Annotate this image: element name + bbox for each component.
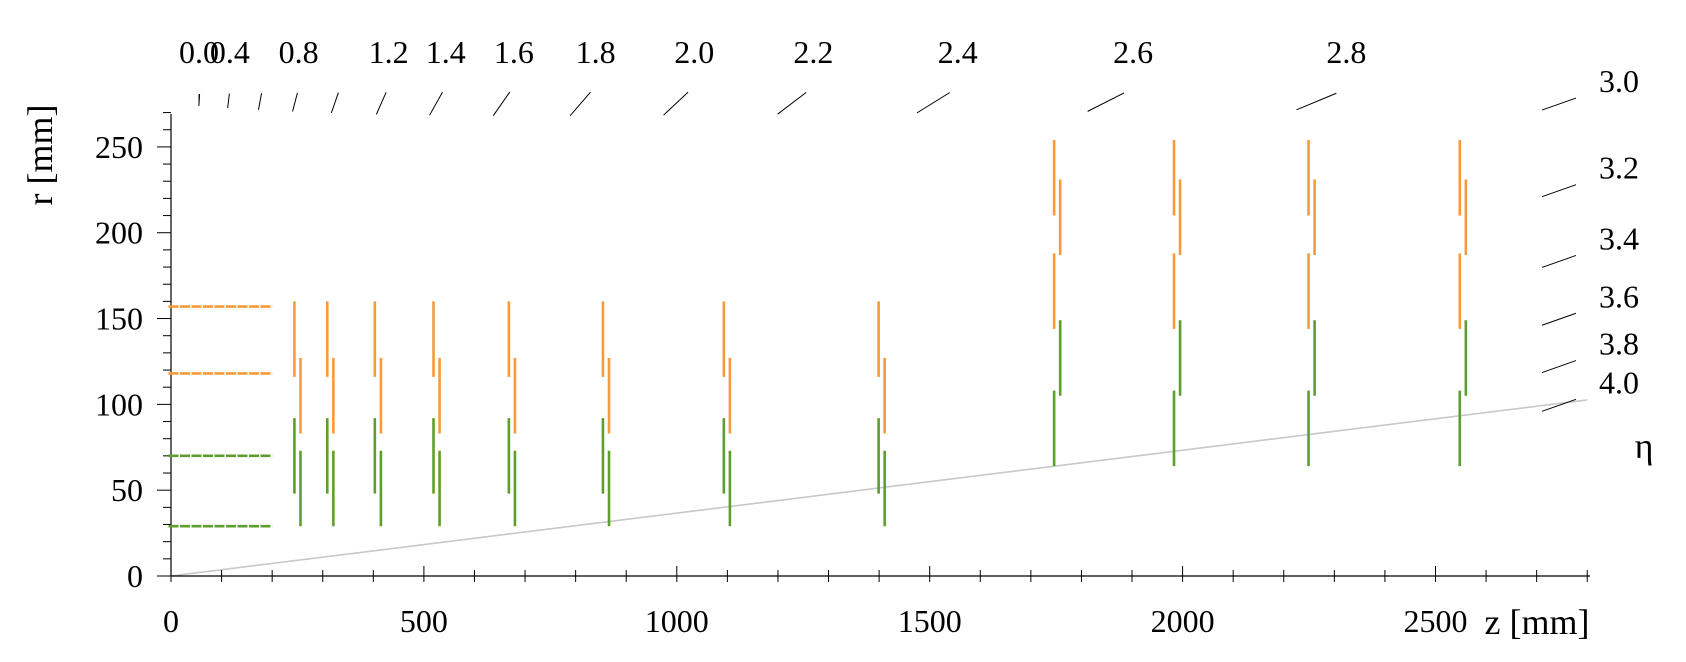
eta-top-label: 0.4 (210, 34, 250, 70)
eta-top-label: 2.6 (1113, 34, 1153, 70)
eta-right-tick (1541, 184, 1577, 198)
eta-top-tick (429, 91, 443, 116)
eta-top-tick (569, 91, 591, 116)
eta-top-tick (916, 92, 950, 114)
y-tick-label: 100 (95, 386, 143, 422)
eta-top-tick (227, 93, 230, 108)
eta-top-tick (257, 93, 263, 110)
x-tick-label: 2000 (1151, 603, 1215, 639)
x-tick-label: 500 (400, 603, 448, 639)
eta-top-label: 2.8 (1326, 34, 1366, 70)
eta-top-label: 1.4 (426, 34, 466, 70)
eta-top-tick (292, 92, 298, 112)
eta-top-tick (198, 93, 201, 107)
x-tick-label: 2500 (1404, 603, 1468, 639)
eta-right-tick (1541, 398, 1577, 412)
eta-axis-label: η (1635, 426, 1654, 466)
eta-right-tick (1541, 254, 1577, 268)
eta-top-tick (1296, 92, 1337, 111)
x-tick-label: 0 (163, 603, 179, 639)
eta-right-label: 4.0 (1599, 364, 1639, 400)
eta-top-tick (375, 92, 387, 115)
eta-right-label: 3.8 (1599, 326, 1639, 362)
eta-right-tick (1541, 360, 1577, 374)
x-tick-label: 1500 (898, 603, 962, 639)
eta-top-label: 0.8 (279, 34, 319, 70)
y-tick-label: 250 (95, 129, 143, 165)
eta-top-tick (492, 91, 511, 116)
eta-top-tick (663, 91, 689, 116)
eta-top-label: 1.6 (494, 34, 534, 70)
y-axis-title: r [mm] (20, 105, 60, 206)
eta-top-tick (1087, 92, 1125, 112)
eta-right-tick (1541, 97, 1577, 111)
eta-top-label: 2.0 (674, 34, 714, 70)
eta-top-label: 2.4 (938, 34, 978, 70)
y-tick-label: 0 (127, 558, 143, 594)
eta-top-label: 1.8 (576, 34, 616, 70)
y-tick-label: 50 (111, 472, 143, 508)
y-tick-label: 200 (95, 215, 143, 251)
eta-right-tick (1541, 312, 1577, 326)
data-layer (168, 140, 1468, 528)
eta-top-tick (777, 91, 807, 115)
eta-right-label: 3.6 (1599, 278, 1639, 314)
x-axis-title: z [mm] (1485, 602, 1590, 642)
eta-scale-layer: 0.00.4 0.8 1.2 1.4 1.6 1.8 2.0 2.2 2.4 2.6 2.8 3.0 3… (179, 34, 1639, 412)
eta-top-label: 2.2 (793, 34, 833, 70)
eta-top-label: 1.2 (369, 34, 409, 70)
eta-top-tick (330, 92, 339, 114)
eta-right-label: 3.0 (1599, 63, 1639, 99)
eta-right-label: 3.4 (1599, 220, 1639, 256)
y-tick-label: 150 (95, 301, 143, 337)
eta-right-label: 3.2 (1599, 150, 1639, 186)
axes-layer (170, 114, 1590, 577)
x-tick-label: 1000 (645, 603, 709, 639)
ticks-layer: 0 500 1000 1500 2000 2500 0 50 100 150 200 250 (95, 112, 1588, 639)
eta-top-label: 0.0 (179, 34, 219, 70)
